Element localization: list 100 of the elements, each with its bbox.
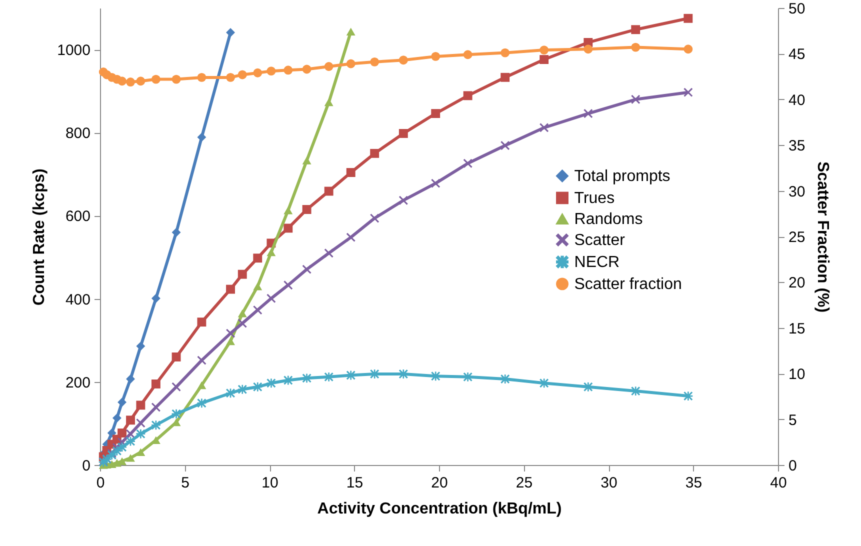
point	[431, 178, 440, 188]
y2-tick-label: 30	[788, 183, 806, 200]
point	[370, 148, 380, 158]
point	[126, 78, 135, 86]
legend-label: Scatter	[574, 232, 626, 249]
legend-label: Trues	[574, 190, 615, 207]
y2-tick-label: 20	[788, 274, 806, 292]
point	[151, 402, 160, 412]
point	[238, 318, 247, 328]
point	[540, 123, 549, 132]
point	[500, 141, 510, 150]
x-tick-label: 10	[262, 474, 278, 492]
point	[540, 55, 549, 64]
legend-label: NECR	[574, 254, 620, 271]
point	[118, 398, 127, 407]
point	[172, 352, 181, 362]
point	[253, 306, 262, 315]
y-tick-label: 0	[82, 458, 90, 474]
point	[238, 309, 247, 318]
point	[126, 454, 135, 462]
point	[631, 25, 640, 34]
x-tick-label: 5	[181, 474, 190, 492]
point	[398, 196, 408, 205]
y2-tick-label: 0	[788, 458, 797, 474]
point	[584, 382, 593, 392]
y2-tick-label: 50	[788, 0, 806, 18]
point	[136, 418, 146, 428]
point	[226, 28, 235, 37]
y-tick-label: 400	[65, 291, 90, 308]
point	[253, 68, 262, 78]
point	[370, 57, 380, 66]
point	[324, 98, 334, 106]
point	[226, 328, 235, 338]
y2-tick-label: 40	[788, 92, 806, 109]
point	[197, 132, 206, 142]
point	[500, 48, 510, 58]
point	[324, 186, 334, 196]
legend-label: Scatter fraction	[574, 276, 682, 293]
point	[226, 284, 235, 294]
point	[107, 428, 116, 438]
y2-tick-label: 35	[788, 138, 806, 155]
point	[266, 66, 276, 76]
y-tick-label: 800	[65, 125, 90, 142]
point	[253, 382, 262, 392]
point	[112, 414, 122, 423]
y2-tick-label: 25	[788, 229, 806, 246]
point	[238, 70, 247, 80]
point	[302, 264, 312, 274]
point	[631, 94, 640, 104]
point	[302, 374, 312, 383]
point	[266, 248, 276, 256]
point	[284, 376, 293, 385]
y-tick-label: 600	[65, 208, 90, 226]
point	[172, 382, 181, 392]
point	[151, 74, 160, 84]
y2-tick-label: 10	[788, 366, 806, 384]
point	[118, 428, 127, 438]
point	[370, 214, 380, 223]
y-tick-label: 1000	[57, 42, 90, 60]
x-tick-label: 20	[431, 474, 448, 492]
x-tick-label: 40	[770, 474, 787, 492]
x-tick-label: 30	[600, 474, 618, 492]
y2-tick-label: 5	[788, 412, 797, 429]
point	[463, 91, 472, 100]
legend-label: Randoms	[574, 210, 643, 228]
point	[346, 232, 356, 242]
point	[684, 88, 693, 97]
point	[324, 62, 334, 71]
point	[151, 294, 160, 303]
x-tick-label: 35	[685, 474, 702, 492]
point	[136, 448, 146, 456]
point	[126, 416, 135, 425]
point	[126, 374, 135, 384]
point	[398, 128, 408, 138]
point	[398, 370, 408, 378]
point	[238, 384, 247, 394]
point	[540, 378, 549, 388]
point	[226, 337, 235, 346]
point	[136, 342, 146, 351]
point	[151, 380, 160, 388]
point	[238, 270, 247, 279]
point	[197, 356, 206, 365]
point	[431, 372, 440, 381]
point	[631, 42, 640, 52]
point	[684, 14, 693, 23]
point	[500, 72, 510, 82]
point	[584, 109, 593, 118]
point	[253, 254, 262, 263]
point	[346, 28, 356, 36]
x-tick-label: 25	[516, 474, 533, 492]
x-tick-label: 0	[96, 474, 105, 492]
point	[346, 59, 356, 68]
point	[253, 282, 262, 290]
point	[302, 205, 312, 214]
x-tick-label: 15	[346, 474, 364, 492]
y2-tick-label: 45	[788, 46, 806, 64]
point	[346, 168, 356, 177]
point	[584, 44, 593, 54]
y-axis-title: Count Rate (kcps)	[31, 168, 48, 306]
point	[302, 64, 312, 74]
